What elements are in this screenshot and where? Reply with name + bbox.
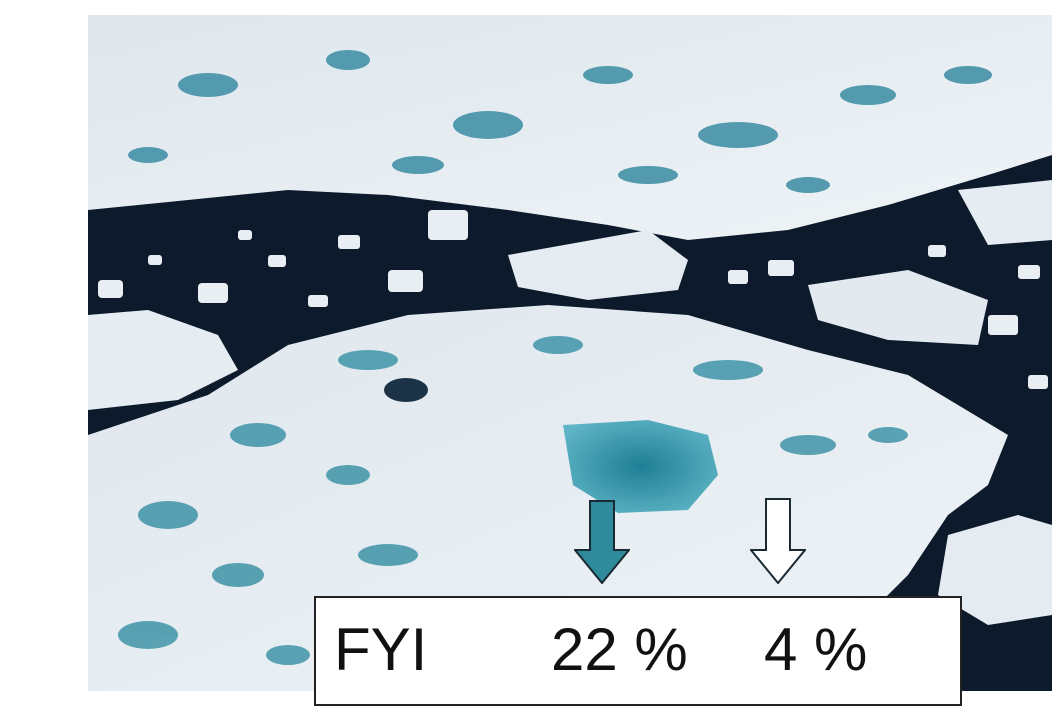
value-1-label: 22 % — [551, 616, 688, 683]
category-label: FYI — [334, 616, 428, 683]
value-2-label: 4 % — [764, 616, 868, 683]
teal-down-arrow-icon — [574, 500, 630, 584]
sea-ice-photo — [88, 15, 1052, 691]
white-down-arrow-icon — [750, 498, 806, 584]
label-box: FYI 22 % 4 % — [314, 596, 962, 706]
